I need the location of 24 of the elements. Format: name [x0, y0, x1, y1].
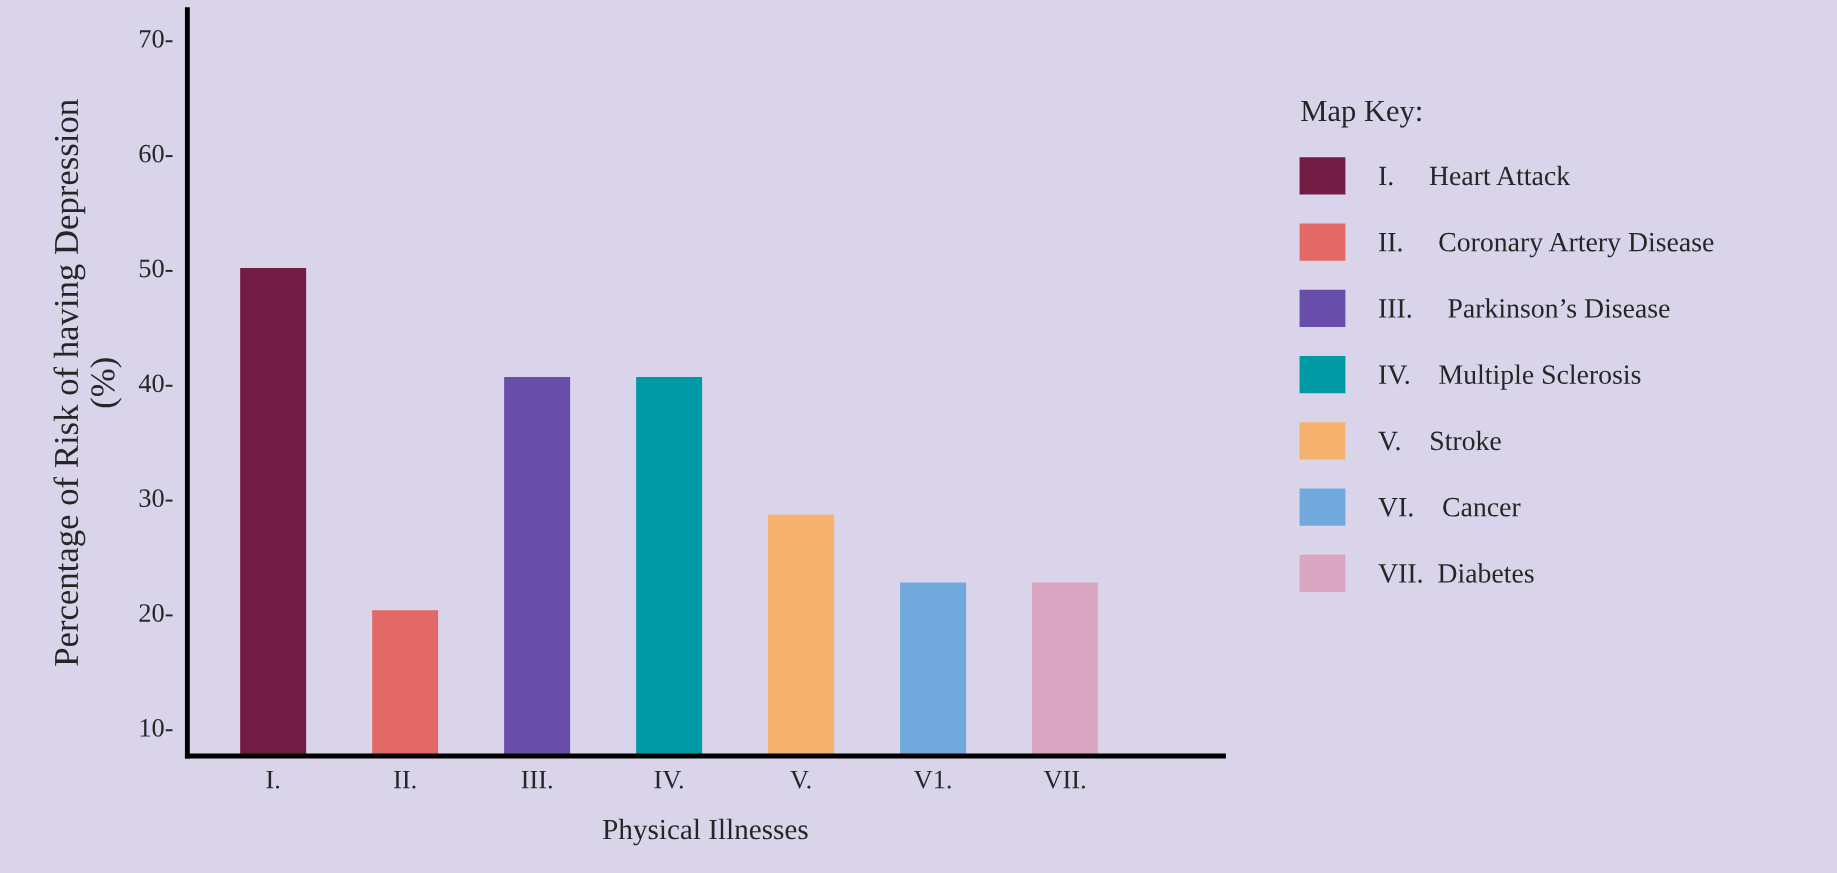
y-tick-label: 10-	[140, 718, 173, 737]
x-tick-label: V.	[790, 770, 811, 789]
legend-label: IV. Multiple Sclerosis	[1379, 364, 1641, 390]
x-tick-label: I.	[266, 770, 280, 789]
x-tick-label: II.	[394, 770, 416, 789]
legend-label: VI. Cancer	[1378, 497, 1521, 517]
legend-title: Map Key:	[1301, 100, 1421, 128]
y-axis-title: Percentage of Risk of having Depression (%)	[53, 99, 122, 666]
legend-label: I. Heart Attack	[1379, 165, 1571, 186]
x-axis-title: Physical Illnesses	[602, 818, 808, 846]
x-tick-label: V1.	[913, 770, 951, 789]
legend-label: VII. Diabetes	[1378, 563, 1534, 583]
x-tick-label: III.	[521, 770, 552, 789]
y-tick-label: 40-	[138, 374, 173, 393]
legend-label: II. Coronary Artery Disease	[1379, 232, 1714, 258]
y-tick-label: 60-	[139, 144, 173, 163]
legend-label: V. Stroke	[1378, 430, 1501, 451]
y-tick-label: 20-	[139, 604, 173, 622]
legend-label: III. Parkinson’s Disease	[1379, 298, 1670, 318]
y-tick-label: 70-	[140, 29, 173, 48]
y-tick-label: 50-	[139, 259, 173, 278]
x-tick-label: VII.	[1043, 770, 1085, 789]
y-tick-label: 30-	[139, 489, 173, 508]
x-tick-label: IV.	[654, 770, 683, 789]
